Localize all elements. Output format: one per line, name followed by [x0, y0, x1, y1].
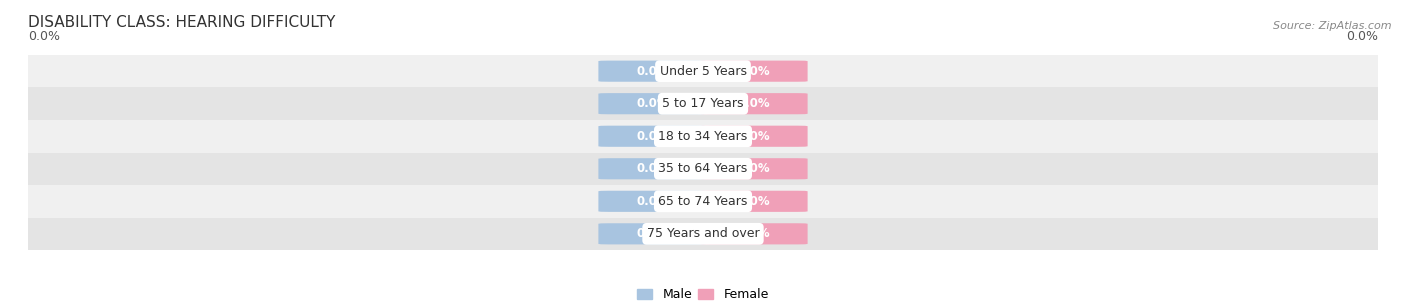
Text: 0.0%: 0.0% — [737, 227, 770, 240]
Text: 5 to 17 Years: 5 to 17 Years — [662, 97, 744, 110]
FancyBboxPatch shape — [700, 93, 807, 114]
Text: 0.0%: 0.0% — [737, 130, 770, 143]
Bar — [28, 55, 1378, 88]
Bar — [28, 217, 1378, 250]
Bar — [28, 120, 1378, 152]
Text: 0.0%: 0.0% — [636, 227, 669, 240]
Text: 0.0%: 0.0% — [636, 195, 669, 208]
Text: 0.0%: 0.0% — [28, 30, 60, 43]
Bar — [28, 152, 1378, 185]
Text: 75 Years and over: 75 Years and over — [647, 227, 759, 240]
Text: DISABILITY CLASS: HEARING DIFFICULTY: DISABILITY CLASS: HEARING DIFFICULTY — [28, 15, 336, 30]
FancyBboxPatch shape — [700, 191, 807, 212]
FancyBboxPatch shape — [700, 61, 807, 82]
Text: Under 5 Years: Under 5 Years — [659, 65, 747, 78]
Text: 18 to 34 Years: 18 to 34 Years — [658, 130, 748, 143]
Text: 0.0%: 0.0% — [737, 162, 770, 175]
FancyBboxPatch shape — [599, 158, 706, 179]
Text: 0.0%: 0.0% — [1346, 30, 1378, 43]
Text: 0.0%: 0.0% — [636, 65, 669, 78]
Text: 0.0%: 0.0% — [737, 97, 770, 110]
Text: 0.0%: 0.0% — [636, 97, 669, 110]
Bar — [28, 88, 1378, 120]
FancyBboxPatch shape — [599, 61, 706, 82]
Legend: Male, Female: Male, Female — [633, 283, 773, 305]
FancyBboxPatch shape — [700, 126, 807, 147]
Text: 35 to 64 Years: 35 to 64 Years — [658, 162, 748, 175]
FancyBboxPatch shape — [599, 223, 706, 244]
Text: 0.0%: 0.0% — [636, 130, 669, 143]
Text: 0.0%: 0.0% — [636, 162, 669, 175]
Text: Source: ZipAtlas.com: Source: ZipAtlas.com — [1274, 21, 1392, 31]
Bar — [28, 185, 1378, 217]
Text: 0.0%: 0.0% — [737, 195, 770, 208]
Text: 0.0%: 0.0% — [737, 65, 770, 78]
FancyBboxPatch shape — [700, 223, 807, 244]
FancyBboxPatch shape — [599, 93, 706, 114]
FancyBboxPatch shape — [599, 126, 706, 147]
FancyBboxPatch shape — [700, 158, 807, 179]
FancyBboxPatch shape — [599, 191, 706, 212]
Text: 65 to 74 Years: 65 to 74 Years — [658, 195, 748, 208]
